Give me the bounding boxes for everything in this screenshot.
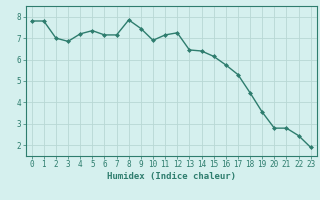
X-axis label: Humidex (Indice chaleur): Humidex (Indice chaleur) [107,172,236,181]
